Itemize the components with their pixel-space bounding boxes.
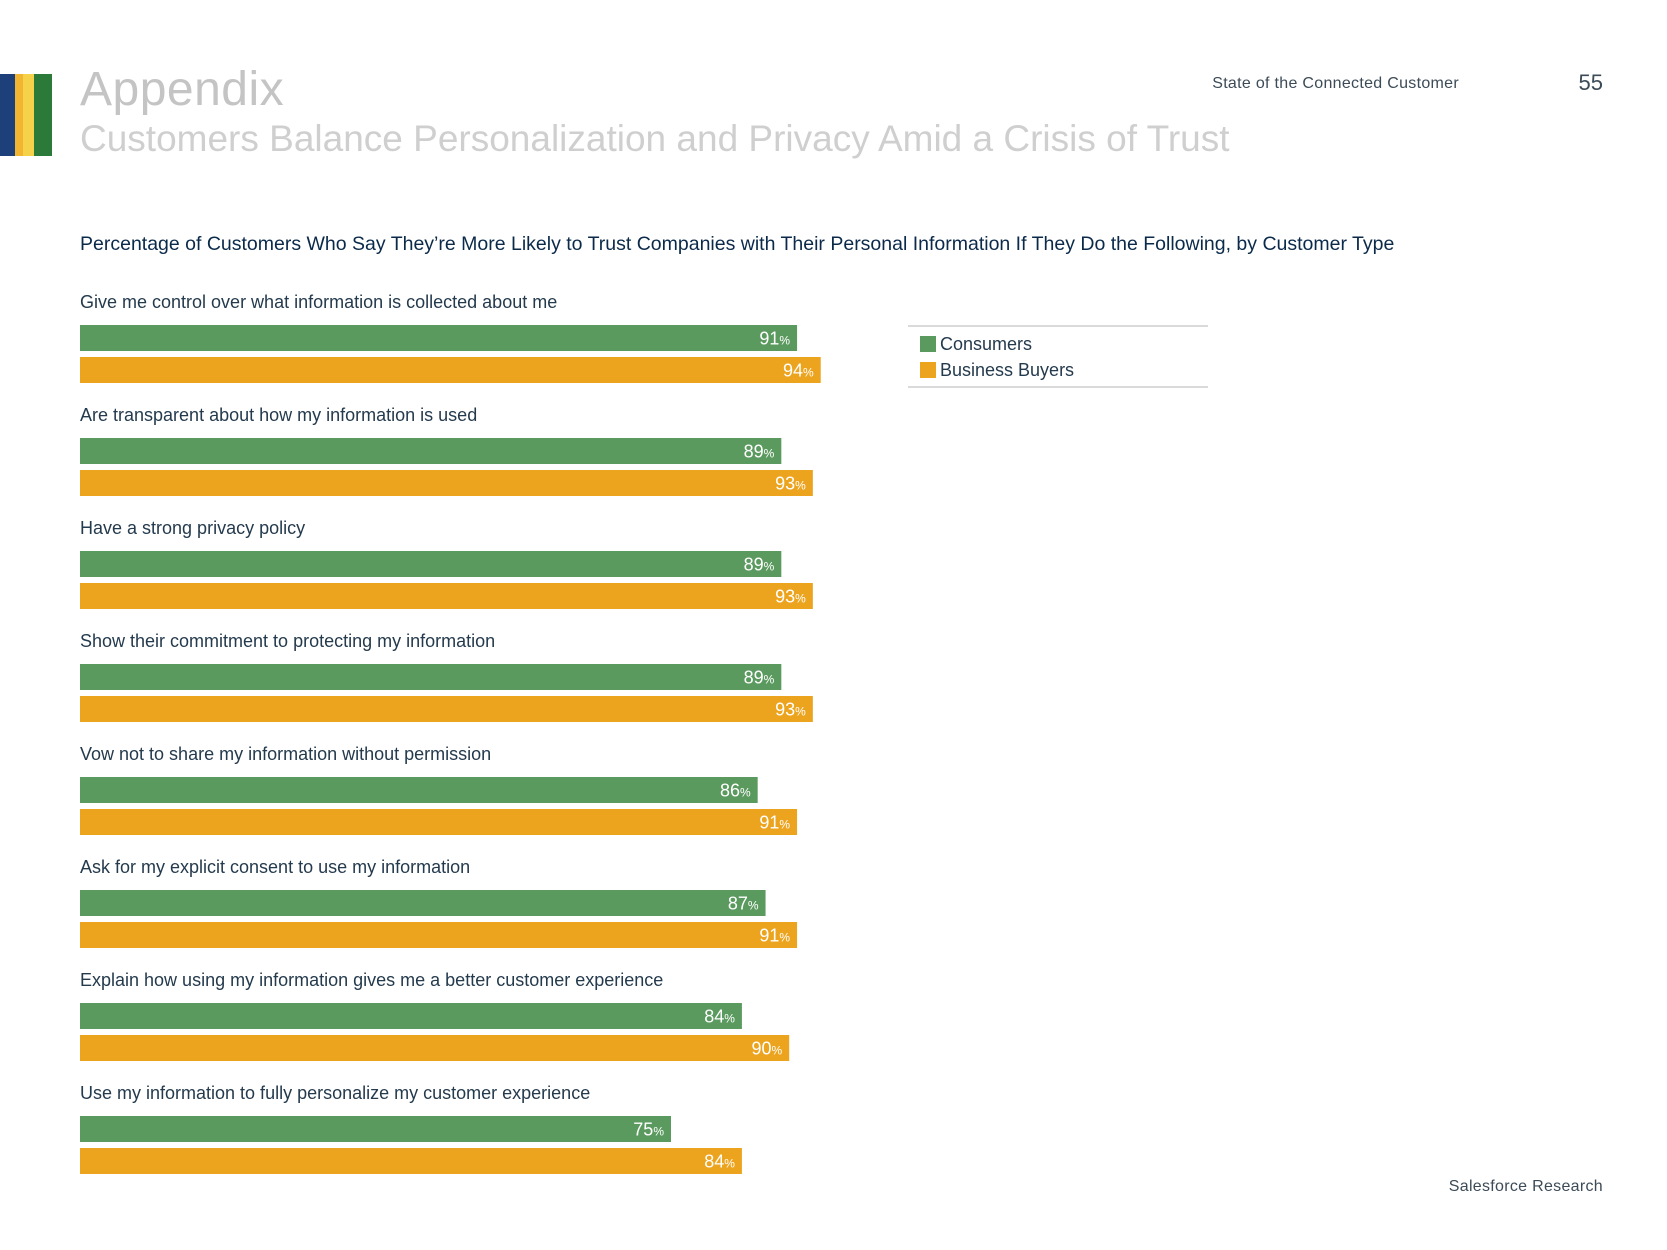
consumers-bar — [80, 1003, 742, 1029]
footer-source: Salesforce Research — [1448, 1178, 1603, 1195]
category-label: Use my information to fully personalize … — [80, 1083, 590, 1103]
report-name: State of the Connected Customer — [1212, 75, 1459, 92]
category-label: Explain how using my information gives m… — [80, 970, 663, 990]
legend-swatch — [920, 336, 936, 352]
data-label: 86% — [720, 781, 751, 801]
business-buyers-bar — [80, 357, 821, 383]
legend-label: Business Buyers — [940, 360, 1074, 380]
legend-label: Consumers — [940, 334, 1032, 354]
data-label: 93% — [775, 700, 806, 720]
data-label: 89% — [744, 442, 775, 462]
business-buyers-bar — [80, 1148, 742, 1174]
data-label: 93% — [775, 474, 806, 494]
business-buyers-bar — [80, 696, 813, 722]
business-buyers-bar — [80, 470, 813, 496]
consumers-bar — [80, 664, 782, 690]
category-label: Ask for my explicit consent to use my in… — [80, 857, 470, 877]
category-label: Vow not to share my information without … — [80, 744, 491, 764]
data-label: 89% — [744, 555, 775, 575]
consumers-bar — [80, 438, 782, 464]
data-label: 84% — [704, 1007, 735, 1027]
data-label: 91% — [759, 813, 790, 833]
data-label: 91% — [759, 329, 790, 349]
page-number: 55 — [1578, 70, 1603, 95]
data-label: 91% — [759, 926, 790, 946]
business-buyers-bar — [80, 1035, 790, 1061]
consumers-bar — [80, 1116, 671, 1142]
page-title: Appendix — [80, 63, 285, 116]
legend-swatch — [920, 362, 936, 378]
data-label: 94% — [783, 361, 814, 381]
data-label: 93% — [775, 587, 806, 607]
brand-stripe-bar — [0, 74, 52, 156]
consumers-bar — [80, 890, 766, 916]
consumers-bar — [80, 551, 782, 577]
data-label: 89% — [744, 668, 775, 688]
category-label: Have a strong privacy policy — [80, 518, 305, 538]
data-label: 90% — [751, 1039, 782, 1059]
consumers-bar — [80, 325, 798, 351]
business-buyers-bar — [80, 809, 798, 835]
brand-stripe — [15, 74, 23, 156]
data-label: 87% — [728, 894, 759, 914]
data-label: 84% — [704, 1152, 735, 1172]
page-subtitle: Customers Balance Personalization and Pr… — [80, 118, 1230, 159]
category-label: Show their commitment to protecting my i… — [80, 631, 495, 651]
category-label: Give me control over what information is… — [80, 292, 557, 312]
brand-stripe — [34, 74, 52, 156]
data-label: 75% — [633, 1120, 664, 1140]
consumers-bar — [80, 777, 758, 803]
business-buyers-bar — [80, 922, 798, 948]
chart-title: Percentage of Customers Who Say They’re … — [80, 233, 1395, 255]
brand-stripe — [23, 74, 34, 156]
business-buyers-bar — [80, 583, 813, 609]
brand-stripe — [0, 74, 15, 156]
category-label: Are transparent about how my information… — [80, 405, 477, 425]
